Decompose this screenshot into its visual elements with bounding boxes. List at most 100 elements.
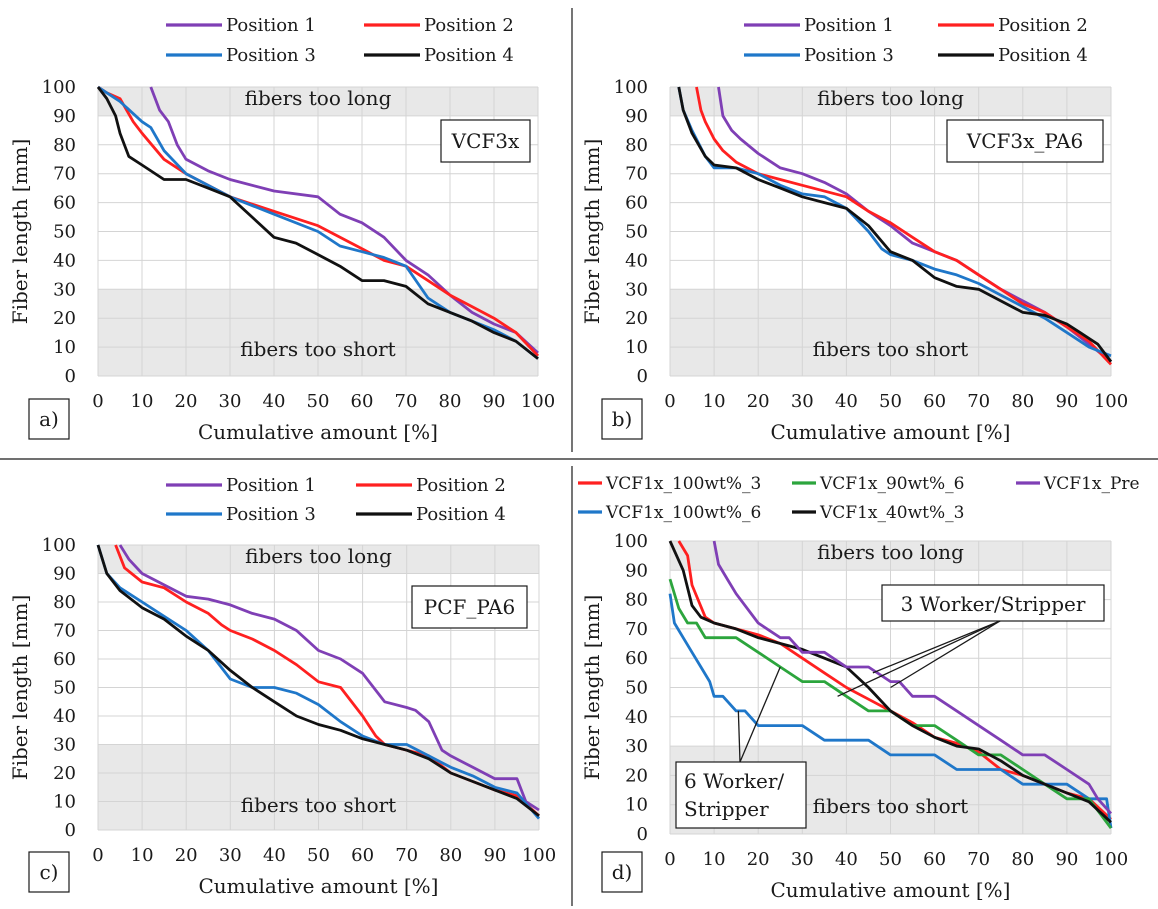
x-tick-label: 30 (791, 391, 814, 412)
band-label-too-long: fibers too long (245, 544, 392, 568)
annotation-leader (737, 710, 741, 763)
x-tick-label: 90 (483, 391, 506, 412)
legend-item: VCF1x_100wt%_6 (578, 503, 761, 523)
chart-panel-a: fibers too long fibers too short 0 10 20 30 40… (8, 15, 555, 444)
sample-tag: PCF_PA6 (424, 595, 515, 619)
y-tick-label: 90 (53, 106, 76, 127)
band-label-too-short: fibers too short (241, 793, 396, 817)
x-tick-label: 70 (967, 849, 990, 870)
y-tick-label: 100 (42, 535, 76, 556)
panel-label: b) (612, 407, 633, 431)
y-tick-label: 20 (625, 765, 648, 786)
legend-label: Position 3 (226, 45, 316, 66)
x-tick-label: 30 (791, 849, 814, 870)
x-axis-title: Cumulative amount [%] (198, 420, 438, 444)
y-tick-label: 40 (625, 250, 648, 271)
y-tick-label: 50 (53, 678, 76, 699)
legend-item: Position 4 (356, 504, 506, 525)
y-tick-label: 80 (53, 135, 76, 156)
x-tick-label: 80 (1011, 849, 1034, 870)
legend-item: Position 1 (166, 15, 316, 36)
y-tick-label: 30 (53, 735, 76, 756)
y-tick-label: 30 (53, 279, 76, 300)
legend-item: Position 1 (166, 475, 316, 496)
legend-item: Position 4 (364, 45, 514, 66)
annotation-6-worker-box (675, 761, 807, 829)
x-tick-label: 20 (747, 849, 770, 870)
series-line-4 (96, 544, 540, 817)
x-tick-label: 0 (92, 391, 103, 412)
y-axis-title: Fiber length [mm] (8, 139, 32, 325)
band-label-too-long: fibers too long (817, 86, 964, 110)
y-tick-label: 30 (625, 279, 648, 300)
band-label-too-long: fibers too long (817, 540, 964, 564)
annotation-leader (890, 620, 1001, 689)
legend-label: Position 4 (424, 45, 514, 66)
x-tick-label: 40 (835, 391, 858, 412)
y-tick-label: 20 (625, 308, 648, 329)
legend-item: VCF1x_90wt%_6 (792, 474, 964, 494)
y-tick-label: 0 (637, 366, 648, 387)
x-tick-label: 100 (522, 845, 556, 866)
y-tick-label: 20 (53, 308, 76, 329)
x-tick-label: 20 (747, 391, 770, 412)
x-tick-label: 40 (263, 845, 286, 866)
y-tick-label: 10 (625, 795, 648, 816)
legend-item: VCF1x_Pre (1016, 474, 1140, 494)
legend-label: Position 3 (804, 45, 894, 66)
series-line-4 (668, 540, 1112, 824)
x-tick-label: 100 (521, 391, 555, 412)
x-tick-label: 10 (703, 391, 726, 412)
sample-tag-box (946, 119, 1104, 163)
x-tick-label: 20 (175, 391, 198, 412)
y-tick-label: 40 (53, 250, 76, 271)
y-tick-label: 80 (53, 592, 76, 613)
panel-label: a) (39, 407, 59, 431)
legend-label: VCF1x_90wt%_6 (819, 474, 964, 494)
x-tick-label: 0 (664, 391, 675, 412)
x-tick-label: 80 (439, 845, 462, 866)
band-label-too-short: fibers too short (813, 337, 968, 361)
x-tick-label: 100 (1094, 849, 1128, 870)
y-axis-title: Fiber length [mm] (8, 595, 32, 781)
y-tick-label: 50 (53, 222, 76, 243)
x-tick-label: 60 (923, 391, 946, 412)
chart-panel-d: fibers too long fibers too short 0 10 20 30 40… (578, 474, 1140, 902)
x-tick-label: 50 (307, 845, 330, 866)
y-tick-label: 10 (625, 337, 648, 358)
y-tick-label: 0 (65, 820, 76, 841)
series-line-4 (96, 86, 539, 360)
y-tick-label: 90 (625, 560, 648, 581)
x-tick-label: 80 (439, 391, 462, 412)
x-tick-label: 60 (351, 845, 374, 866)
x-tick-label: 30 (219, 845, 242, 866)
y-tick-label: 100 (42, 77, 76, 98)
legend-item: Position 2 (356, 475, 506, 496)
y-tick-label: 70 (53, 164, 76, 185)
y-tick-label: 40 (625, 707, 648, 728)
series-line-2 (97, 85, 540, 357)
panel-label: d) (612, 860, 633, 884)
annotation-3-worker: 3 Worker/Stripper (901, 592, 1086, 616)
sample-tag: VCF3x (451, 129, 520, 153)
y-tick-label: 90 (53, 564, 76, 585)
legend-label: Position 1 (226, 475, 316, 496)
x-tick-label: 70 (395, 391, 418, 412)
series-line-3 (677, 86, 1112, 358)
chart-panel-b: fibers too long fibers too short 0 10 20 30 40… (580, 15, 1128, 444)
y-tick-label: 60 (53, 193, 76, 214)
x-tick-label: 70 (395, 845, 418, 866)
legend-item: Position 3 (166, 504, 316, 525)
x-tick-label: 50 (879, 391, 902, 412)
panel-label-box (28, 851, 70, 893)
annotation-leader (872, 620, 1001, 674)
legend-item: Position 2 (364, 15, 514, 36)
x-tick-label: 10 (703, 849, 726, 870)
y-tick-label: 80 (625, 590, 648, 611)
sample-tag-box (440, 119, 531, 163)
series-line-2 (668, 593, 1113, 829)
y-tick-label: 70 (53, 621, 76, 642)
legend-item: Position 4 (938, 45, 1088, 66)
y-tick-label: 100 (614, 531, 648, 552)
x-tick-label: 70 (967, 391, 990, 412)
